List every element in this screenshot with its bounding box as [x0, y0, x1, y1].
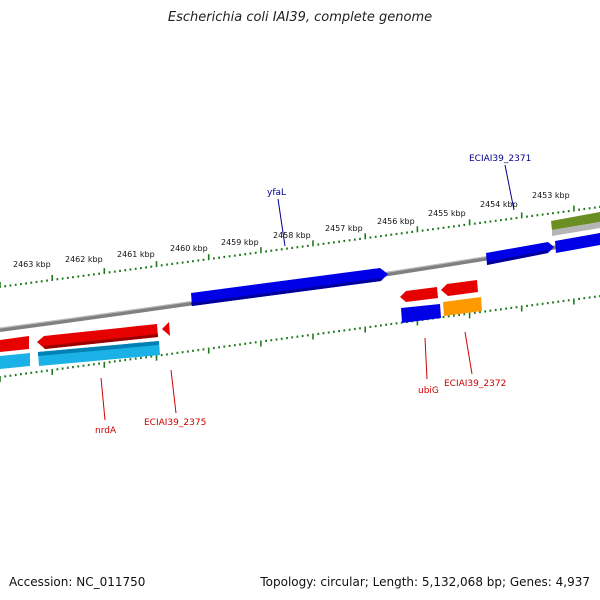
- gene-nrdA[interactable]: [37, 324, 158, 349]
- gene-left-edge-red[interactable]: [0, 336, 29, 352]
- scale-labels: 2463 kbp 2462 kbp 2461 kbp 2460 kbp 2459…: [13, 191, 570, 269]
- scale-label-2462: 2462 kbp: [65, 255, 103, 264]
- label-yfaL: yfaL: [267, 188, 286, 198]
- gene-ubiG-blue[interactable]: [401, 304, 441, 323]
- scale-label-2463: 2463 kbp: [13, 260, 51, 269]
- reverse-genes: [0, 280, 482, 369]
- scale-label-2458: 2458 kbp: [273, 231, 311, 240]
- gene-labels: ECIAI39_2371 yfaL ubiG ECIAI39_2372 nrdA…: [95, 154, 531, 436]
- gene-yfaL[interactable]: [191, 268, 388, 306]
- scale-label-2454: 2454 kbp: [480, 200, 518, 209]
- label-nrdA: nrdA: [95, 426, 117, 436]
- gene-ubiG[interactable]: [400, 287, 438, 302]
- scale-label-2456: 2456 kbp: [377, 217, 415, 226]
- forward-genes: [191, 212, 600, 306]
- label-ECIAI39_2371: ECIAI39_2371: [469, 154, 531, 164]
- gene-ECIAI39_2372[interactable]: [441, 280, 478, 296]
- gene-right-edge-blue[interactable]: [555, 233, 600, 253]
- gene-ECIAI39_2375[interactable]: [162, 322, 170, 336]
- feature-orange[interactable]: [443, 297, 482, 316]
- accession-text: Accession: NC_011750: [9, 575, 146, 589]
- gene-ECIAI39_2371-shade: [487, 250, 548, 265]
- label-leaders: [100, 164, 515, 421]
- map-title: Escherichia coli IAI39, complete genome: [167, 10, 433, 25]
- feature-grey[interactable]: [552, 222, 600, 236]
- feature-cyan-long-shade: [38, 341, 159, 356]
- scale-label-2457: 2457 kbp: [325, 224, 363, 233]
- scale-label-2453: 2453 kbp: [532, 191, 570, 200]
- scale-label-2460: 2460 kbp: [170, 244, 208, 253]
- scale-label-2461: 2461 kbp: [117, 250, 155, 259]
- outer-tick-ruler: [0, 205, 600, 288]
- scale-label-2455: 2455 kbp: [428, 209, 466, 218]
- scale-label-2459: 2459 kbp: [221, 238, 259, 247]
- gene-yfaL-shade: [191, 278, 381, 306]
- label-ECIAI39_2372: ECIAI39_2372: [444, 379, 506, 389]
- label-ubiG: ubiG: [418, 386, 439, 396]
- genome-summary-text: Topology: circular; Length: 5,132,068 bp…: [260, 575, 590, 589]
- inner-tick-ruler: [0, 295, 600, 382]
- label-ECIAI39_2375: ECIAI39_2375: [144, 418, 206, 428]
- feature-cyan-left[interactable]: [0, 353, 30, 369]
- feature-olive[interactable]: [551, 212, 600, 230]
- gene-nrdA-shade: [44, 334, 158, 349]
